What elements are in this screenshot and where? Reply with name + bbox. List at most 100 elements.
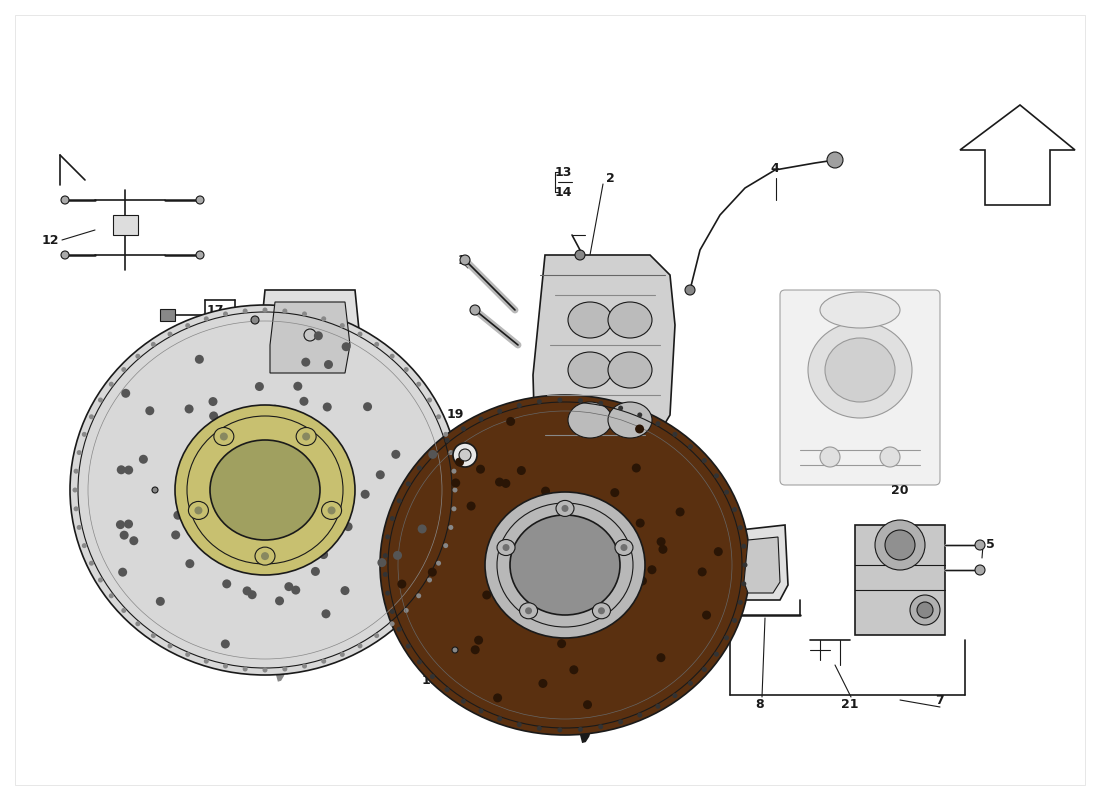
Circle shape <box>476 465 485 474</box>
Circle shape <box>81 432 87 437</box>
Circle shape <box>311 567 320 576</box>
Circle shape <box>374 633 379 638</box>
Circle shape <box>185 652 190 657</box>
Circle shape <box>449 525 453 530</box>
Circle shape <box>406 644 410 649</box>
Text: 4: 4 <box>771 162 780 174</box>
Circle shape <box>638 577 647 586</box>
Circle shape <box>174 510 183 520</box>
Circle shape <box>598 607 605 614</box>
Circle shape <box>314 331 323 340</box>
Circle shape <box>98 578 103 582</box>
Ellipse shape <box>615 539 632 555</box>
Circle shape <box>578 398 583 403</box>
Text: 12: 12 <box>42 234 58 246</box>
Circle shape <box>397 498 401 503</box>
Circle shape <box>917 602 933 618</box>
Circle shape <box>714 547 723 556</box>
Text: 21: 21 <box>842 698 859 711</box>
Circle shape <box>444 687 450 692</box>
Ellipse shape <box>608 402 652 438</box>
Circle shape <box>471 646 480 654</box>
Ellipse shape <box>210 440 320 540</box>
Circle shape <box>222 519 231 528</box>
Circle shape <box>109 382 113 386</box>
Circle shape <box>451 469 456 474</box>
Circle shape <box>342 342 351 351</box>
Circle shape <box>598 401 603 406</box>
Circle shape <box>383 572 388 577</box>
Circle shape <box>204 658 209 664</box>
Circle shape <box>98 398 103 402</box>
Circle shape <box>732 507 737 512</box>
Circle shape <box>672 693 678 698</box>
Text: 20: 20 <box>891 483 909 497</box>
Circle shape <box>880 447 900 467</box>
Text: 1: 1 <box>458 254 466 266</box>
Circle shape <box>626 541 635 550</box>
Circle shape <box>580 616 588 625</box>
Circle shape <box>145 406 154 415</box>
Circle shape <box>321 658 327 664</box>
Circle shape <box>416 594 421 598</box>
Circle shape <box>517 466 526 475</box>
Circle shape <box>451 506 456 511</box>
Circle shape <box>312 536 321 546</box>
Circle shape <box>156 597 165 606</box>
Circle shape <box>361 490 370 498</box>
Circle shape <box>328 506 336 514</box>
Circle shape <box>322 402 332 411</box>
Circle shape <box>404 608 409 613</box>
Circle shape <box>886 530 915 560</box>
Circle shape <box>685 285 695 295</box>
Circle shape <box>130 536 139 546</box>
Circle shape <box>343 522 353 531</box>
Text: 15: 15 <box>470 446 486 459</box>
Circle shape <box>562 616 571 625</box>
Circle shape <box>975 540 984 550</box>
Circle shape <box>598 724 603 730</box>
Circle shape <box>742 562 748 567</box>
Circle shape <box>625 548 634 557</box>
Ellipse shape <box>258 305 289 675</box>
Circle shape <box>195 506 202 514</box>
FancyBboxPatch shape <box>113 215 138 235</box>
Circle shape <box>568 515 576 525</box>
Circle shape <box>209 411 218 421</box>
Circle shape <box>557 639 566 648</box>
Circle shape <box>341 512 350 521</box>
Circle shape <box>294 382 302 390</box>
Circle shape <box>74 506 78 511</box>
Ellipse shape <box>825 338 895 402</box>
Circle shape <box>376 470 385 479</box>
Circle shape <box>389 354 395 358</box>
Ellipse shape <box>608 302 652 338</box>
Circle shape <box>428 568 437 577</box>
Circle shape <box>430 674 434 679</box>
Ellipse shape <box>519 602 538 618</box>
Circle shape <box>601 608 609 617</box>
Circle shape <box>209 397 218 406</box>
Circle shape <box>89 561 94 566</box>
Circle shape <box>271 405 279 414</box>
Ellipse shape <box>379 395 750 735</box>
Circle shape <box>118 568 128 577</box>
Circle shape <box>688 681 693 686</box>
Circle shape <box>741 544 746 549</box>
Circle shape <box>631 463 641 473</box>
Circle shape <box>324 360 333 369</box>
Circle shape <box>389 516 395 521</box>
Circle shape <box>910 595 940 625</box>
Ellipse shape <box>255 547 275 565</box>
Circle shape <box>474 636 483 645</box>
Circle shape <box>167 332 173 337</box>
Text: 18: 18 <box>421 674 439 686</box>
Circle shape <box>538 509 547 518</box>
Circle shape <box>301 358 310 366</box>
Circle shape <box>724 635 729 640</box>
Circle shape <box>77 450 81 455</box>
Circle shape <box>430 451 434 456</box>
Circle shape <box>478 417 484 422</box>
Ellipse shape <box>250 305 280 675</box>
Text: 2: 2 <box>606 171 615 185</box>
